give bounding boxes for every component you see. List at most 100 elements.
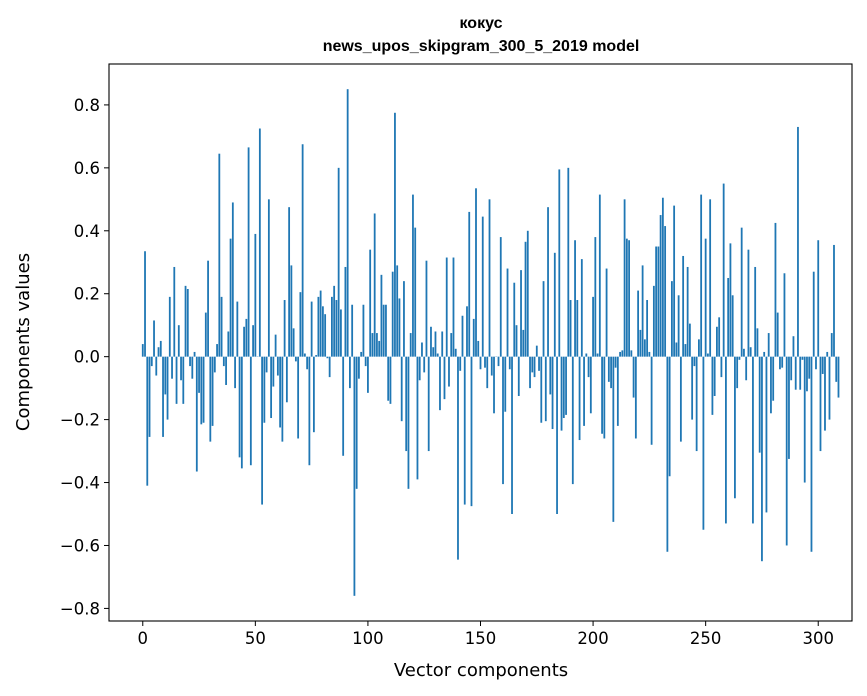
- bar-16: [177, 325, 180, 357]
- bar-102: [371, 333, 374, 357]
- chart-title-line-2: news_upos_skipgram_300_5_2019 model: [323, 38, 640, 55]
- bar-182: [551, 356, 554, 430]
- bar-272: [754, 266, 757, 357]
- bar-280: [772, 356, 775, 401]
- bar-88: [340, 309, 342, 357]
- bar-32: [213, 356, 216, 373]
- bar-149: [477, 340, 480, 357]
- bar-85: [333, 285, 336, 357]
- bar-7: [157, 347, 160, 357]
- bar-287: [788, 356, 790, 459]
- bar-140: [457, 356, 459, 560]
- bar-72: [303, 353, 306, 357]
- bar-308: [835, 356, 838, 382]
- bar-282: [776, 312, 779, 357]
- bar-206: [605, 268, 608, 357]
- bar-225: [648, 351, 651, 357]
- bar-13: [171, 356, 173, 379]
- bar-109: [387, 356, 390, 401]
- bar-178: [542, 281, 545, 357]
- bar-20: [186, 289, 189, 357]
- bar-46: [245, 318, 248, 357]
- bar-55: [265, 356, 268, 373]
- bar-196: [583, 356, 585, 426]
- bar-150: [479, 356, 482, 370]
- bar-151: [481, 216, 484, 357]
- bar-192: [574, 240, 576, 357]
- bar-96: [358, 356, 360, 379]
- bar-207: [607, 356, 610, 382]
- bar-291: [797, 126, 799, 357]
- bar-224: [646, 300, 649, 357]
- bar-8: [159, 340, 162, 357]
- bar-33: [216, 344, 218, 357]
- bar-106: [380, 274, 383, 357]
- bar-197: [585, 353, 588, 357]
- bar-62: [281, 356, 284, 442]
- bar-276: [763, 351, 766, 357]
- bar-152: [484, 356, 486, 368]
- bar-104: [376, 333, 378, 357]
- bar-38: [227, 331, 230, 357]
- bar-83: [328, 356, 331, 378]
- bar-155: [490, 356, 493, 376]
- bar-111: [391, 271, 394, 357]
- bar-269: [747, 249, 750, 357]
- bar-125: [423, 356, 426, 373]
- bar-173: [531, 356, 534, 373]
- bar-39: [229, 238, 232, 357]
- bar-68: [294, 356, 297, 362]
- bar-103: [373, 213, 376, 357]
- bar-279: [770, 356, 772, 414]
- bar-84: [331, 296, 333, 357]
- bar-301: [819, 356, 822, 452]
- bar-44: [240, 356, 243, 469]
- bar-191: [571, 356, 574, 485]
- bar-290: [794, 356, 797, 390]
- chart-title-line-1: кокус: [460, 15, 503, 32]
- bars-layer: [141, 89, 840, 596]
- bar-246: [695, 356, 698, 452]
- y-tick-label-8: 0.8: [74, 96, 100, 115]
- bar-9: [162, 356, 164, 437]
- bar-63: [283, 300, 286, 357]
- bar-121: [414, 227, 417, 357]
- bar-204: [601, 356, 603, 434]
- bar-232: [664, 226, 667, 357]
- bar-274: [758, 356, 761, 453]
- bar-27: [202, 356, 205, 423]
- bar-217: [630, 350, 633, 357]
- y-tick-label-6: 0.4: [74, 222, 100, 241]
- bar-244: [691, 356, 694, 420]
- bar-231: [661, 197, 664, 357]
- bar-29: [207, 260, 209, 357]
- bar-40: [231, 202, 234, 357]
- plot-area-frame: [108, 63, 853, 622]
- bar-89: [342, 356, 345, 456]
- bar-90: [344, 266, 347, 357]
- bar-75: [310, 301, 313, 357]
- bar-133: [441, 331, 444, 357]
- bar-82: [326, 356, 329, 359]
- bar-130: [434, 331, 437, 357]
- bar-129: [432, 347, 435, 357]
- bar-264: [736, 356, 739, 389]
- y-axis-ticks: −0.8 −0.6 −0.4 −0.2 0.0 0.2 0.4 0.6 0.8: [60, 96, 109, 618]
- bar-87: [337, 167, 340, 357]
- bar-304: [826, 351, 829, 357]
- bar-5: [153, 320, 155, 357]
- bar-215: [625, 238, 628, 357]
- bar-302: [821, 356, 824, 374]
- bar-11: [166, 356, 169, 420]
- bar-160: [502, 356, 504, 485]
- bar-309: [837, 356, 840, 398]
- bar-205: [603, 356, 606, 439]
- bar-259: [725, 356, 727, 524]
- bar-243: [688, 323, 691, 357]
- bar-105: [378, 340, 381, 357]
- y-tick-label-0: −0.8: [60, 599, 100, 618]
- bar-273: [756, 328, 759, 357]
- bar-188: [565, 356, 567, 415]
- bar-171: [526, 230, 529, 357]
